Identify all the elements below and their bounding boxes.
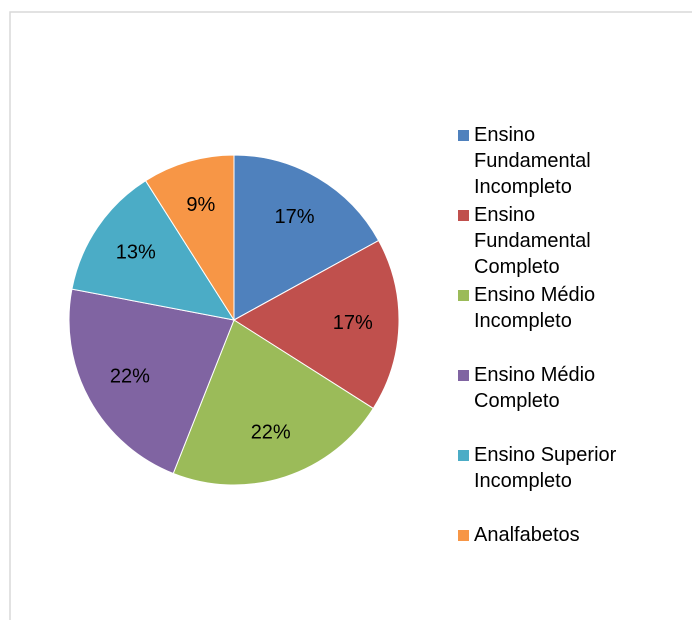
- data-label: 9%: [186, 194, 215, 216]
- pie-slice: [233, 239, 400, 410]
- legend-label: Ensino Médio Completo: [474, 364, 596, 412]
- legend-label: Ensino Fundamental Completo: [474, 204, 591, 278]
- legend-swatch: [458, 130, 469, 141]
- data-label: 17%: [274, 206, 314, 228]
- pie-slice: [71, 179, 236, 321]
- legend-swatch: [458, 450, 469, 461]
- legend-label: Analfabetos: [474, 524, 580, 546]
- pie-slice: [68, 288, 235, 475]
- data-label: 17%: [333, 312, 373, 334]
- legend-label: Ensino Médio Incompleto: [474, 284, 596, 332]
- data-label: 22%: [251, 421, 291, 443]
- pie-slice: [172, 319, 375, 486]
- legend-swatch: [458, 290, 469, 301]
- legend-swatch: [458, 210, 469, 221]
- legend-swatch: [458, 370, 469, 381]
- data-label: 13%: [116, 242, 156, 264]
- data-label: 22%: [110, 366, 150, 388]
- pie-slice: [233, 154, 380, 321]
- legend-label: Ensino Fundamental Incompleto: [474, 124, 591, 198]
- chart-frame: [9, 11, 692, 620]
- pie-slice: [144, 154, 235, 322]
- legend-swatch: [458, 530, 469, 541]
- legend-label: Ensino Superior Incompleto: [474, 444, 617, 492]
